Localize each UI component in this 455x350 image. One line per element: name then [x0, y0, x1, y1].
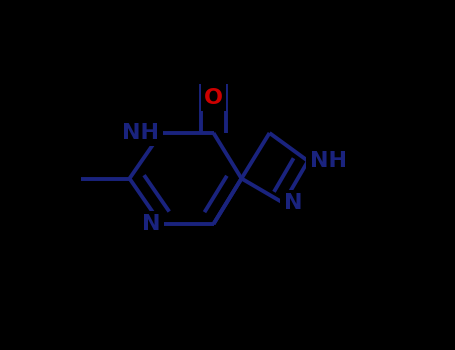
- Text: O: O: [204, 88, 223, 107]
- Text: NH: NH: [122, 123, 159, 143]
- Text: NH: NH: [310, 151, 347, 171]
- Text: N: N: [142, 214, 161, 234]
- Text: N: N: [283, 193, 302, 213]
